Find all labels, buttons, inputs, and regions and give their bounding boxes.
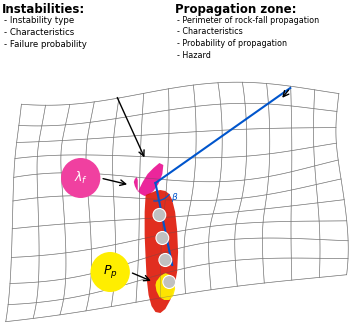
- Text: - Probability of propagation: - Probability of propagation: [177, 39, 287, 48]
- Text: - Perimeter of rock-fall propagation: - Perimeter of rock-fall propagation: [177, 16, 319, 25]
- Circle shape: [153, 209, 166, 221]
- Circle shape: [156, 232, 169, 244]
- Text: $P_p$: $P_p$: [103, 263, 117, 280]
- Text: - Hazard: - Hazard: [177, 50, 211, 60]
- Text: Instabilities:: Instabilities:: [2, 3, 85, 16]
- Polygon shape: [145, 190, 178, 313]
- Circle shape: [90, 252, 130, 292]
- Text: Propagation zone:: Propagation zone:: [175, 3, 297, 16]
- Circle shape: [159, 254, 172, 266]
- Text: - Characteristics: - Characteristics: [4, 28, 74, 37]
- Polygon shape: [134, 163, 163, 196]
- Text: $\lambda_f$: $\lambda_f$: [74, 170, 88, 186]
- Polygon shape: [156, 273, 175, 300]
- Text: - Failure probability: - Failure probability: [4, 40, 87, 49]
- Text: - Instability type: - Instability type: [4, 16, 74, 25]
- Text: - Characteristics: - Characteristics: [177, 28, 243, 37]
- Circle shape: [163, 275, 176, 289]
- Circle shape: [61, 158, 100, 198]
- Text: $\beta$: $\beta$: [171, 191, 179, 204]
